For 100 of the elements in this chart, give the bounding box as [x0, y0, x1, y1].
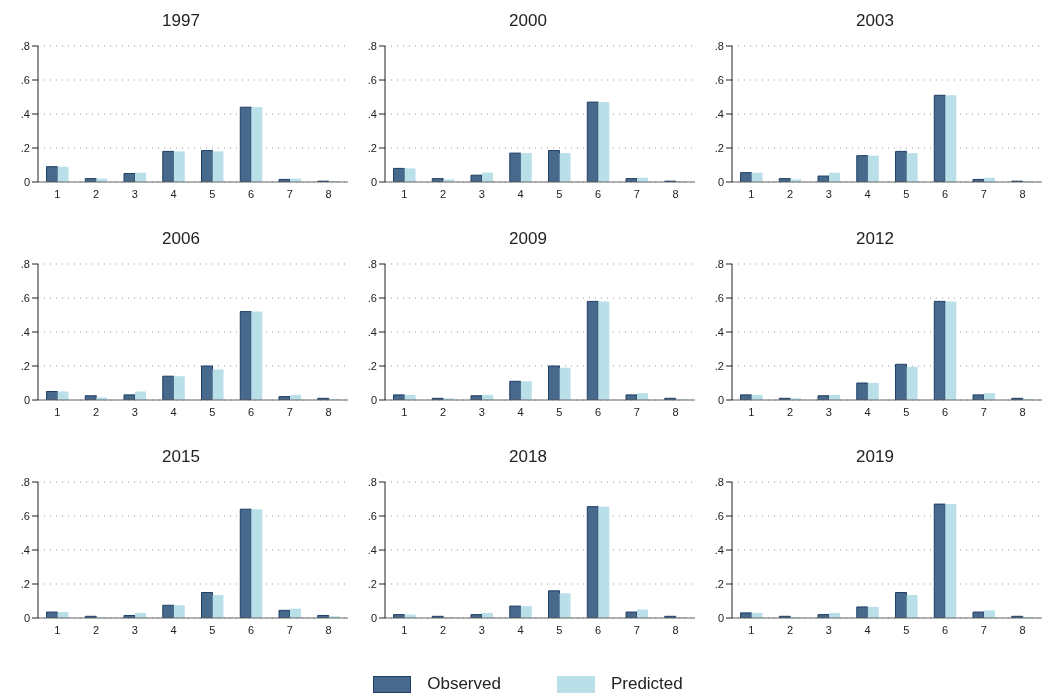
chart-title: 2018 — [508, 446, 548, 468]
y-tick-label: .8 — [20, 39, 30, 52]
y-tick-label: .2 — [714, 141, 724, 154]
x-tick-label: 2 — [93, 405, 100, 418]
x-tick-label: 1 — [54, 405, 61, 418]
x-tick-label: 8 — [672, 405, 679, 418]
x-tick-label: 5 — [209, 623, 216, 636]
y-tick-label: 0 — [717, 393, 724, 406]
chart-title: 2006 — [161, 228, 201, 250]
x-tick-label: 8 — [1019, 187, 1026, 200]
x-tick-label: 3 — [478, 623, 485, 636]
legend-label: Predicted — [610, 674, 683, 694]
y-tick-label: .8 — [20, 257, 30, 270]
x-tick-label: 5 — [556, 405, 563, 418]
x-tick-label: 3 — [131, 405, 138, 418]
x-tick-label: 4 — [517, 623, 524, 636]
chart-title: 2000 — [508, 10, 548, 32]
y-tick-label: .4 — [367, 107, 377, 120]
x-tick-label: 4 — [170, 623, 177, 636]
y-tick-label: .6 — [20, 509, 30, 522]
x-tick-label: 8 — [325, 187, 332, 200]
x-tick-label: 2 — [787, 187, 794, 200]
x-tick-label: 4 — [517, 405, 524, 418]
y-tick-label: .2 — [367, 577, 377, 590]
chart-title: 2003 — [855, 10, 895, 32]
x-tick-label: 5 — [903, 623, 910, 636]
x-tick-label: 7 — [633, 187, 640, 200]
x-tick-label: 7 — [286, 623, 293, 636]
y-tick-label: .6 — [367, 509, 377, 522]
y-tick-label: .6 — [20, 291, 30, 304]
x-tick-label: 6 — [595, 623, 602, 636]
x-tick-label: 3 — [478, 405, 485, 418]
x-tick-label: 2 — [440, 623, 447, 636]
y-tick-label: 0 — [23, 611, 30, 624]
x-tick-label: 8 — [325, 623, 332, 636]
x-tick-label: 1 — [748, 405, 755, 418]
y-tick-label: .8 — [20, 475, 30, 488]
x-tick-label: 6 — [248, 187, 255, 200]
x-tick-label: 8 — [672, 623, 679, 636]
y-tick-label: .2 — [20, 577, 30, 590]
chart-title: 2015 — [161, 446, 201, 468]
x-tick-label: 7 — [286, 405, 293, 418]
legend-label: Observed — [427, 674, 501, 694]
y-tick-label: .2 — [367, 141, 377, 154]
y-tick-label: .2 — [714, 359, 724, 372]
y-tick-label: .8 — [367, 257, 377, 270]
x-tick-label: 4 — [864, 405, 871, 418]
x-tick-label: 4 — [170, 405, 177, 418]
x-tick-label: 1 — [748, 187, 755, 200]
x-tick-label: 6 — [248, 405, 255, 418]
x-tick-label: 6 — [942, 187, 949, 200]
x-tick-label: 3 — [131, 187, 138, 200]
y-tick-label: .6 — [20, 73, 30, 86]
y-tick-label: .4 — [714, 543, 724, 556]
y-tick-label: 0 — [370, 175, 377, 188]
x-tick-label: 2 — [440, 405, 447, 418]
x-tick-label: 1 — [401, 187, 408, 200]
y-tick-label: .4 — [20, 543, 30, 556]
y-tick-label: .6 — [714, 291, 724, 304]
x-tick-label: 4 — [170, 187, 177, 200]
x-tick-label: 5 — [209, 405, 216, 418]
x-tick-label: 3 — [825, 187, 832, 200]
x-tick-label: 6 — [942, 623, 949, 636]
x-tick-label: 3 — [478, 187, 485, 200]
y-tick-label: .4 — [714, 107, 724, 120]
y-tick-label: 0 — [370, 393, 377, 406]
y-tick-label: .4 — [20, 325, 30, 338]
y-tick-label: .8 — [714, 39, 724, 52]
x-tick-label: 8 — [1019, 623, 1026, 636]
y-tick-label: .4 — [20, 107, 30, 120]
chart-title: 1997 — [161, 10, 201, 32]
x-tick-label: 1 — [401, 405, 408, 418]
x-tick-label: 1 — [54, 623, 61, 636]
y-tick-label: .6 — [714, 509, 724, 522]
x-tick-label: 5 — [556, 623, 563, 636]
chart-title: 2012 — [855, 228, 895, 250]
x-tick-label: 4 — [517, 187, 524, 200]
y-tick-label: 0 — [717, 611, 724, 624]
y-tick-label: .6 — [367, 291, 377, 304]
y-tick-label: .8 — [714, 257, 724, 270]
x-tick-label: 3 — [825, 623, 832, 636]
x-tick-label: 7 — [980, 405, 987, 418]
x-tick-label: 4 — [864, 623, 871, 636]
x-tick-label: 8 — [672, 187, 679, 200]
y-tick-label: .2 — [20, 141, 30, 154]
x-tick-label: 7 — [980, 187, 987, 200]
x-tick-label: 6 — [595, 405, 602, 418]
chart-title: 2009 — [508, 228, 548, 250]
y-tick-label: .6 — [714, 73, 724, 86]
x-tick-label: 7 — [286, 187, 293, 200]
x-tick-label: 2 — [440, 187, 447, 200]
x-tick-label: 2 — [787, 405, 794, 418]
x-tick-label: 5 — [903, 187, 910, 200]
x-tick-label: 1 — [401, 623, 408, 636]
y-tick-label: .4 — [367, 325, 377, 338]
x-tick-label: 2 — [93, 623, 100, 636]
y-tick-label: 0 — [23, 175, 30, 188]
x-tick-label: 2 — [787, 623, 794, 636]
x-tick-label: 7 — [633, 623, 640, 636]
x-tick-label: 6 — [942, 405, 949, 418]
